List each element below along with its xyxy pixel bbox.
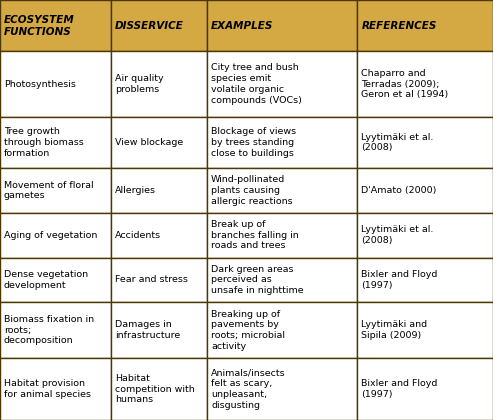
- Text: ECOSYSTEM
FUNCTIONS: ECOSYSTEM FUNCTIONS: [4, 15, 75, 37]
- Text: Wind-pollinated
plants causing
allergic reactions: Wind-pollinated plants causing allergic …: [211, 175, 293, 206]
- Text: Tree growth
through biomass
formation: Tree growth through biomass formation: [4, 127, 84, 158]
- Bar: [207, 358, 357, 420]
- Bar: [111, 257, 207, 302]
- Bar: [0, 117, 111, 168]
- Text: City tree and bush
species emit
volatile organic
compounds (VOCs): City tree and bush species emit volatile…: [211, 63, 302, 105]
- Bar: [357, 168, 493, 213]
- Text: Bixler and Floyd
(1997): Bixler and Floyd (1997): [361, 379, 438, 399]
- Text: Habitat provision
for animal species: Habitat provision for animal species: [4, 379, 91, 399]
- Bar: [207, 51, 357, 117]
- Text: Biomass fixation in
roots;
decomposition: Biomass fixation in roots; decomposition: [4, 315, 94, 346]
- Text: EXAMPLES: EXAMPLES: [211, 21, 274, 31]
- Bar: [0, 213, 111, 257]
- Bar: [207, 117, 357, 168]
- Text: Break up of
branches falling in
roads and trees: Break up of branches falling in roads an…: [211, 220, 299, 250]
- Text: Photosynthesis: Photosynthesis: [4, 80, 76, 89]
- Bar: [207, 0, 357, 51]
- Bar: [0, 51, 111, 117]
- Bar: [0, 302, 111, 358]
- Bar: [111, 358, 207, 420]
- Bar: [357, 358, 493, 420]
- Text: Dark green areas
perceived as
unsafe in nighttime: Dark green areas perceived as unsafe in …: [211, 265, 304, 295]
- Text: Fear and stress: Fear and stress: [115, 276, 188, 284]
- Text: Lyytimäki and
Sipila (2009): Lyytimäki and Sipila (2009): [361, 320, 427, 340]
- Bar: [111, 213, 207, 257]
- Bar: [357, 257, 493, 302]
- Bar: [207, 302, 357, 358]
- Text: Air quality
problems: Air quality problems: [115, 74, 164, 94]
- Bar: [207, 257, 357, 302]
- Bar: [357, 213, 493, 257]
- Bar: [111, 0, 207, 51]
- Bar: [357, 302, 493, 358]
- Text: D'Amato (2000): D'Amato (2000): [361, 186, 437, 195]
- Bar: [0, 358, 111, 420]
- Bar: [111, 51, 207, 117]
- Text: REFERENCES: REFERENCES: [361, 21, 437, 31]
- Text: Lyytimäki et al.
(2008): Lyytimäki et al. (2008): [361, 133, 434, 152]
- Text: Lyytimäki et al.
(2008): Lyytimäki et al. (2008): [361, 225, 434, 245]
- Text: Chaparro and
Terradas (2009);
Geron et al (1994): Chaparro and Terradas (2009); Geron et a…: [361, 69, 449, 100]
- Bar: [0, 0, 111, 51]
- Text: Allergies: Allergies: [115, 186, 156, 195]
- Bar: [0, 168, 111, 213]
- Text: Dense vegetation
development: Dense vegetation development: [4, 270, 88, 290]
- Text: Damages in
infrastructure: Damages in infrastructure: [115, 320, 180, 340]
- Text: Habitat
competition with
humans: Habitat competition with humans: [115, 374, 195, 404]
- Bar: [207, 168, 357, 213]
- Text: Accidents: Accidents: [115, 231, 161, 240]
- Bar: [357, 51, 493, 117]
- Text: Movement of floral
gametes: Movement of floral gametes: [4, 181, 94, 200]
- Text: Animals/insects
felt as scary,
unpleasant,
disgusting: Animals/insects felt as scary, unpleasan…: [211, 368, 285, 410]
- Bar: [357, 0, 493, 51]
- Bar: [0, 257, 111, 302]
- Text: Breaking up of
pavements by
roots; microbial
activity: Breaking up of pavements by roots; micro…: [211, 310, 285, 351]
- Bar: [111, 302, 207, 358]
- Text: Bixler and Floyd
(1997): Bixler and Floyd (1997): [361, 270, 438, 290]
- Bar: [207, 213, 357, 257]
- Text: View blockage: View blockage: [115, 138, 183, 147]
- Text: DISSERVICE: DISSERVICE: [115, 21, 184, 31]
- Text: Aging of vegetation: Aging of vegetation: [4, 231, 97, 240]
- Text: Blockage of views
by trees standing
close to buildings: Blockage of views by trees standing clos…: [211, 127, 296, 158]
- Bar: [111, 168, 207, 213]
- Bar: [111, 117, 207, 168]
- Bar: [357, 117, 493, 168]
